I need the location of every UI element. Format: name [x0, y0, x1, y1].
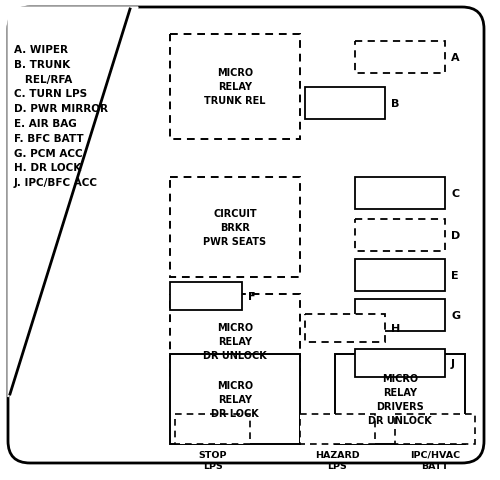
- Bar: [355, 178, 445, 210]
- Text: C: C: [451, 189, 459, 199]
- Text: A. WIPER
B. TRUNK
   REL/RFA
C. TURN LPS
D. PWR MIRROR
E. AIR BAG
F. BFC BATT
G.: A. WIPER B. TRUNK REL/RFA C. TURN LPS D.…: [14, 45, 108, 188]
- Bar: [355, 349, 445, 377]
- Text: A: A: [451, 53, 460, 63]
- Bar: [355, 260, 445, 291]
- Text: B: B: [391, 99, 400, 109]
- Text: G: G: [451, 311, 460, 320]
- Bar: [300, 414, 375, 444]
- Bar: [170, 178, 300, 277]
- Text: F: F: [248, 291, 256, 301]
- Bar: [170, 354, 300, 444]
- Text: J: J: [451, 358, 455, 368]
- Bar: [355, 42, 445, 74]
- Text: H: H: [391, 324, 400, 333]
- Bar: [335, 354, 465, 444]
- Bar: [170, 294, 300, 389]
- Text: CIRCUIT
BRKR
PWR SEATS: CIRCUIT BRKR PWR SEATS: [204, 209, 266, 247]
- Text: MICRO
RELAY
DRIVERS
DR UNLOCK: MICRO RELAY DRIVERS DR UNLOCK: [368, 373, 432, 425]
- Text: IPC/HVAC
BATT: IPC/HVAC BATT: [410, 450, 460, 470]
- Text: MICRO
RELAY
DR LOCK: MICRO RELAY DR LOCK: [211, 380, 259, 418]
- Bar: [305, 314, 385, 342]
- FancyBboxPatch shape: [8, 8, 484, 463]
- Bar: [170, 282, 242, 311]
- Bar: [175, 414, 250, 444]
- Bar: [170, 35, 300, 140]
- Text: E: E: [451, 270, 458, 280]
- Text: MICRO
RELAY
DR UNLOCK: MICRO RELAY DR UNLOCK: [203, 323, 267, 361]
- Bar: [355, 300, 445, 331]
- Text: HAZARD
LPS: HAZARD LPS: [315, 450, 360, 470]
- Text: STOP
LPS: STOP LPS: [198, 450, 227, 470]
- Bar: [305, 88, 385, 120]
- Bar: [355, 219, 445, 252]
- Text: MICRO
RELAY
TRUNK REL: MICRO RELAY TRUNK REL: [204, 68, 266, 106]
- Text: D: D: [451, 230, 460, 240]
- Bar: [395, 414, 475, 444]
- Polygon shape: [8, 8, 138, 397]
